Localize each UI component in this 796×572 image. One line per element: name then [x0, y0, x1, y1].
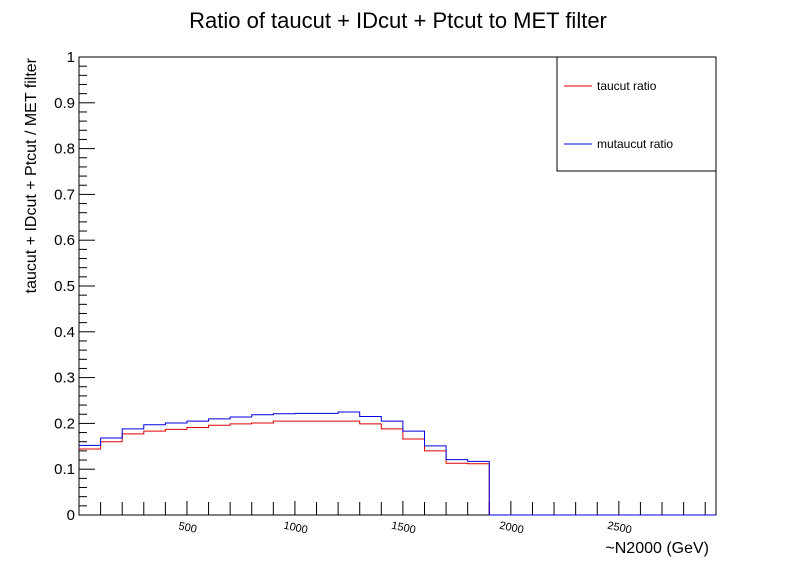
x-axis: 500 1000 1500 2000 2500	[100, 501, 706, 537]
y-tick-label: 0.6	[54, 232, 75, 249]
y-tick-label: 0.5	[54, 278, 75, 295]
y-tick-label: 0.3	[54, 370, 75, 387]
y-tick-label: 0.2	[54, 415, 75, 432]
y-tick-label: 0.8	[54, 141, 75, 158]
y-tick-label: 0	[67, 507, 75, 524]
legend: taucut ratio mutaucut ratio	[556, 56, 717, 172]
y-tick-label: 0.1	[54, 461, 75, 478]
x-tick-label: 2000	[498, 520, 524, 537]
x-tick-label: 500	[177, 520, 197, 536]
y-tick-label: 1	[67, 49, 75, 66]
legend-label: mutaucut ratio	[597, 137, 673, 151]
series-layer	[79, 411, 716, 516]
y-axis: 0 0.1 0.2 0.3 0.4 0.5 0.6 0.7 0.8 0.9 1	[54, 49, 95, 524]
chart-title: Ratio of taucut + IDcut + Ptcut to MET f…	[189, 8, 607, 33]
legend-label: taucut ratio	[597, 79, 657, 93]
series-line-0	[79, 420, 716, 516]
legend-box	[556, 56, 717, 172]
y-tick-label: 0.7	[54, 186, 75, 203]
series-line-1	[79, 411, 716, 516]
x-tick-label: 1000	[282, 520, 308, 537]
y-tick-label: 0.9	[54, 95, 75, 112]
x-tick-label: 1500	[390, 520, 416, 537]
y-tick-label: 0.4	[54, 324, 75, 341]
x-tick-label: 2500	[606, 520, 632, 537]
x-axis-label: ~N2000 (GeV)	[605, 540, 709, 557]
y-axis-label: taucut + IDcut + Ptcut / MET filter	[23, 57, 40, 293]
